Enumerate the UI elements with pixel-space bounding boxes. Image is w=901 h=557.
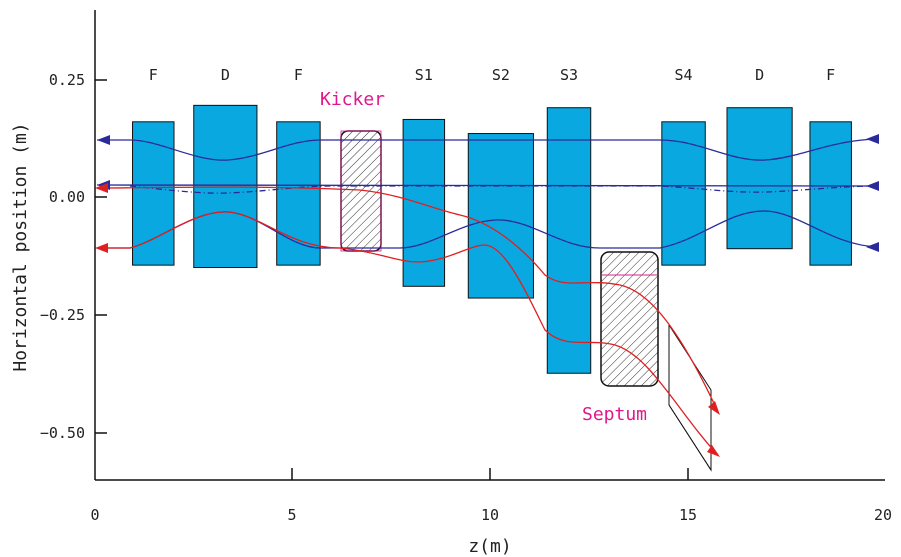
x-tick-label-10: 10 [481,506,499,524]
y-axis-title: Horizontal position (m) [10,122,31,371]
magnet-label-1: F [149,66,158,84]
magnet-label-4: S1 [415,66,433,84]
blue-arrow-left-top [97,135,110,145]
blue-arrow-right-top [866,134,879,144]
magnet-label-2: D [221,66,230,84]
y-tick-label-minus-0.50: −0.50 [40,424,85,442]
magnet-1-f [132,121,175,266]
kicker-box [340,130,382,252]
magnet-9-f [809,121,852,266]
magnet-label-3: F [294,66,303,84]
magnet-label-5: S2 [492,66,510,84]
septum-blade [668,323,712,472]
blue-arrow-right-bottom [866,242,879,252]
blue-top-trajectory [97,138,879,161]
magnet-6-s3 [546,107,592,374]
kicker-device [340,130,382,252]
magnet-label-6: S3 [560,66,578,84]
blue-center-trajectory [96,184,879,187]
magnet-2-d [193,104,258,268]
y-tick-label-0.00: 0.00 [49,188,85,206]
red-arrow-septum-bottom [707,445,720,457]
red-arrow-left-bottom [95,243,108,253]
septum-label: Septum [582,404,647,425]
red-bottom-trajectory [97,211,719,456]
arrowheads [95,134,879,457]
magnet-label-group: F D F S1 S2 S3 S4 D F [149,66,835,84]
magnet-label-7: S4 [675,66,693,84]
septum-box [600,251,659,387]
blue-arrow-right-center [866,181,879,191]
blue-center-dash [129,185,879,194]
y-tick-label-minus-0.25: −0.25 [40,306,85,324]
red-arrow-septum-top [708,401,720,415]
kicker-label: Kicker [320,89,385,110]
red-arrow-left-center [95,183,108,193]
magnet-label-8: D [755,66,764,84]
y-tick-label-0.25: 0.25 [49,71,85,89]
magnet-8-d [726,107,793,250]
septum-device [600,251,712,472]
septum-blade-diagonal [668,404,712,471]
x-tick-label-20: 20 [874,506,892,524]
x-axis-title: z(m) [468,536,511,557]
x-tick-label-0: 0 [90,506,99,524]
axes [94,10,885,481]
red-center-trajectory [96,186,719,413]
magnet-7-s4 [661,121,706,266]
magnet-5-s2 [467,133,534,299]
magnet-group [132,104,852,374]
magnet-label-9: F [826,66,835,84]
x-tick-label-15: 15 [679,506,697,524]
magnet-3-f [276,121,321,266]
red-trajectories [96,186,719,456]
x-tick-label-5: 5 [287,506,296,524]
